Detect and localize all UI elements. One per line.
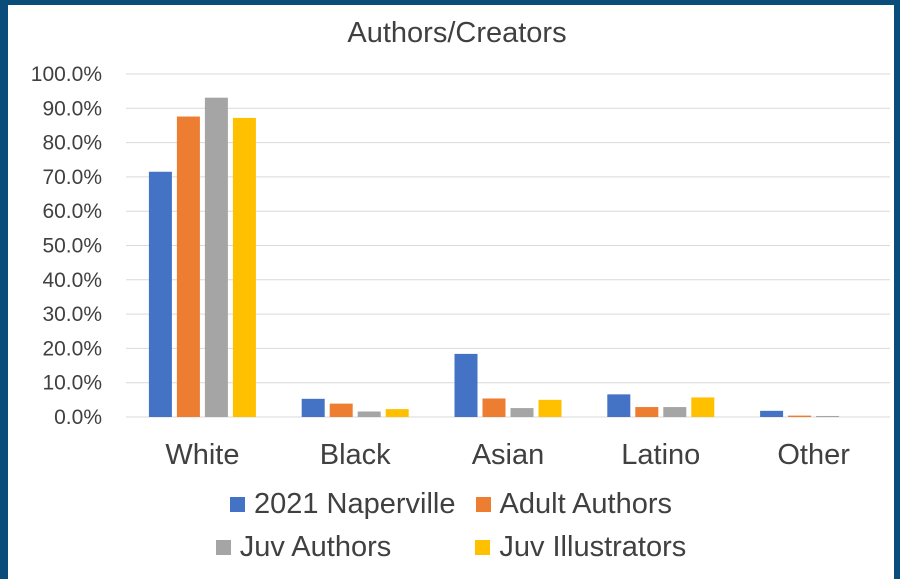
x-tick-label: Latino: [621, 439, 700, 471]
legend-row-2: Juv Authors Juv Illustrators: [8, 530, 894, 564]
y-tick-label: 90.0%: [42, 97, 102, 120]
bar-asian-juv-authors: [510, 408, 534, 417]
y-tick-label: 60.0%: [42, 200, 102, 223]
y-tick-label: 100.0%: [31, 63, 102, 86]
bar-other-juv-authors: [816, 415, 840, 417]
legend-swatch: [475, 540, 491, 555]
bar-latino-juv-authors: [663, 407, 687, 417]
bar-other-2021-naperville: [760, 410, 784, 417]
legend-label: Adult Authors: [499, 488, 673, 520]
y-tick-label: 80.0%: [42, 132, 102, 155]
legend-swatch: [475, 497, 491, 512]
y-tick-label: 50.0%: [42, 235, 102, 258]
bar-black-juv-authors: [357, 411, 381, 417]
y-tick-label: 40.0%: [42, 269, 102, 292]
bar-asian-juv-illustrators: [538, 399, 562, 417]
y-tick-label: 10.0%: [42, 372, 102, 395]
bar-other-adult-authors: [788, 415, 812, 417]
bar-white-2021-naperville: [148, 171, 172, 417]
y-tick-label: 30.0%: [42, 303, 102, 326]
legend-label: Juv Illustrators: [499, 531, 687, 563]
chart-panel: Authors/Creators 0.0% 10.0% 20.0% 30.0% 40.0…: [8, 5, 894, 579]
x-tick-label: Asian: [472, 439, 545, 471]
bar-chart: Authors/Creators 0.0% 10.0% 20.0% 30.0% 40.0…: [31, 17, 890, 471]
y-tick-label: 20.0%: [42, 337, 102, 360]
y-axis-ticks: 0.0% 10.0% 20.0% 30.0% 40.0% 50.0% 60.0% 70.0% 8…: [31, 63, 102, 429]
bar-black-adult-authors: [329, 403, 353, 417]
bar-white-juv-illustrators: [232, 117, 256, 418]
bar-black-2021-naperville: [301, 398, 325, 417]
bar-latino-juv-illustrators: [691, 397, 715, 417]
legend-item-2021-naperville: 2021 Naperville: [229, 488, 456, 521]
legend-label: 2021 Naperville: [253, 488, 456, 520]
legend-label: Juv Authors: [239, 531, 392, 563]
bar-latino-adult-authors: [635, 407, 659, 417]
y-tick-label: 70.0%: [42, 166, 102, 189]
x-tick-label: White: [165, 439, 239, 471]
legend-item-juv-authors: Juv Authors: [215, 531, 392, 564]
bar-asian-2021-naperville: [454, 353, 478, 417]
legend-swatch: [215, 540, 231, 555]
y-tick-label: 0.0%: [54, 406, 102, 429]
bars: [148, 97, 840, 418]
bar-asian-adult-authors: [482, 398, 506, 417]
x-axis-labels: White Black Asian Latino Other: [165, 439, 850, 471]
legend-swatch: [229, 497, 245, 512]
bar-white-juv-authors: [204, 97, 228, 418]
x-tick-label: Black: [320, 439, 391, 471]
chart-title: Authors/Creators: [347, 17, 566, 49]
legend-item-adult-authors: Adult Authors: [475, 488, 673, 521]
legend-row-1: 2021 Naperville Adult Authors: [8, 487, 894, 521]
x-tick-label: Other: [777, 439, 850, 471]
bar-white-adult-authors: [176, 116, 200, 418]
legend-item-juv-illustrators: Juv Illustrators: [475, 531, 686, 564]
bar-black-juv-illustrators: [385, 409, 409, 417]
bar-latino-2021-naperville: [607, 394, 631, 417]
